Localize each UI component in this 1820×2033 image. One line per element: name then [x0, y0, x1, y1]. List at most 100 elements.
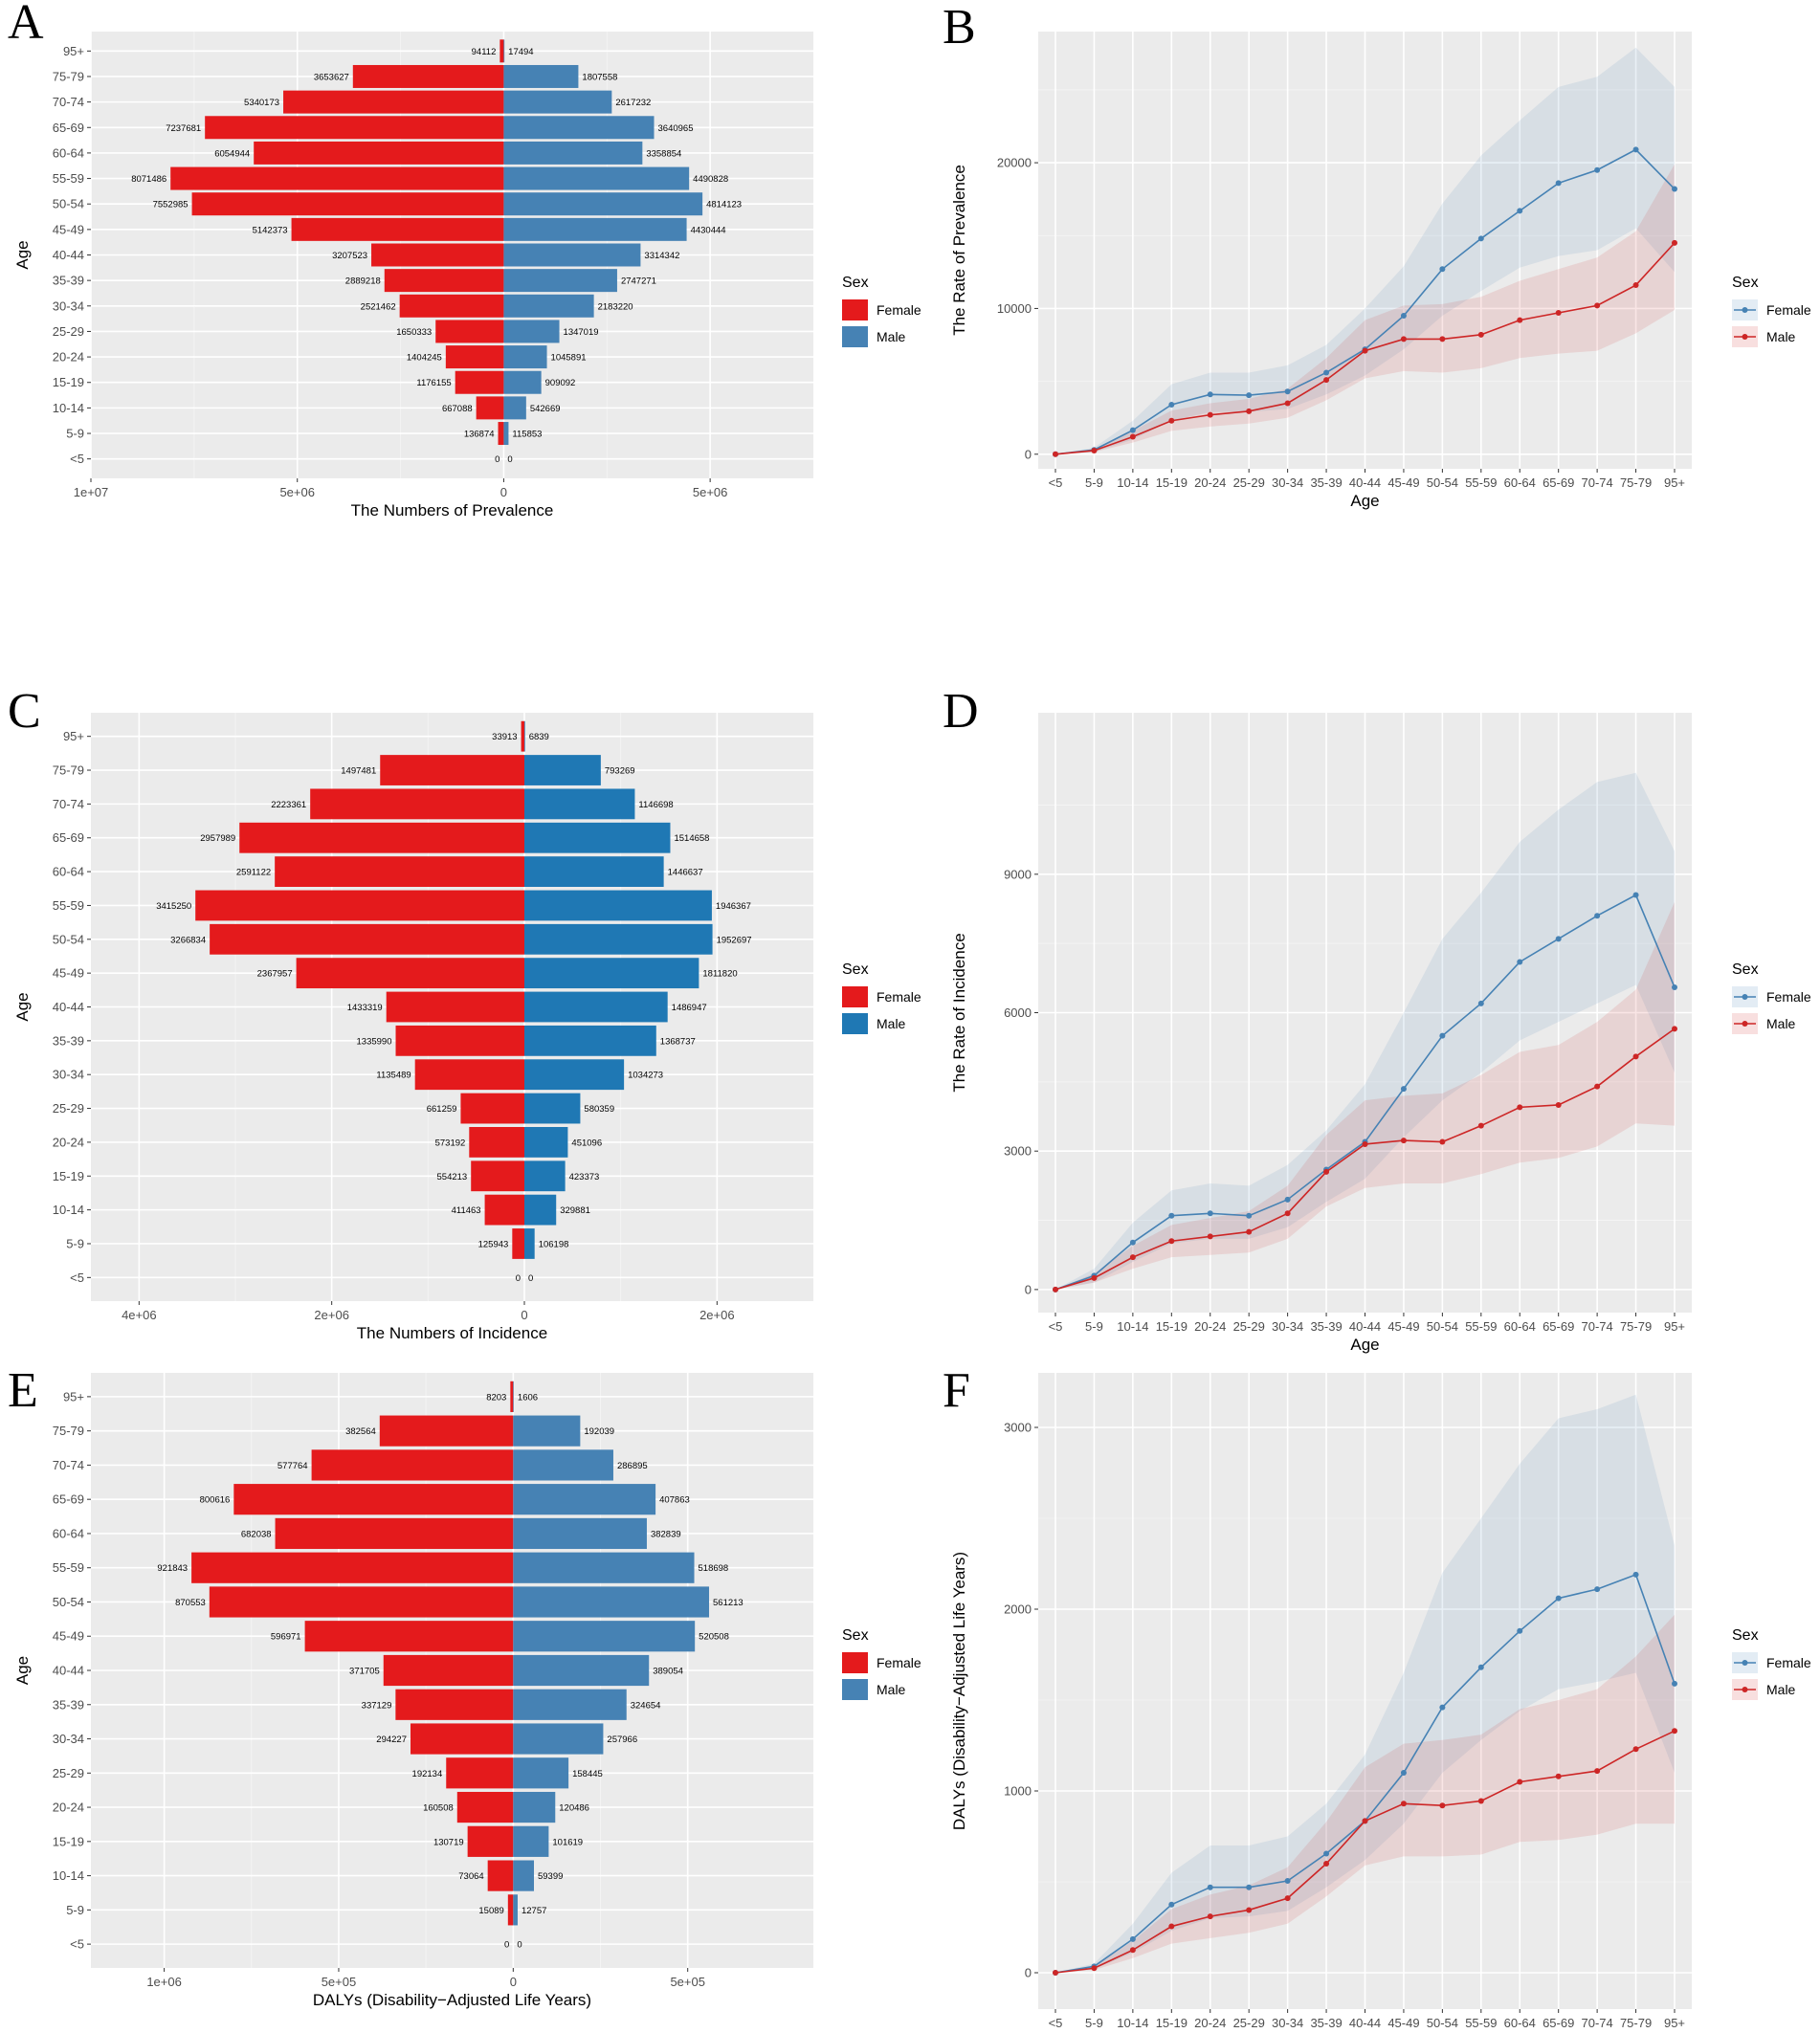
data-point-female [1477, 1664, 1484, 1670]
x-tick-label: 2e+06 [699, 1308, 735, 1322]
legend-label-male: Male [877, 329, 906, 344]
y-tick-label: 20-24 [53, 1135, 84, 1149]
bar-male [503, 269, 617, 293]
data-label-male: 1347019 [564, 327, 599, 338]
y-tick-label: 2000 [1004, 1602, 1032, 1617]
data-label-male: 3640965 [658, 123, 694, 134]
y-tick-label: 1000 [1004, 1784, 1032, 1799]
data-label-male: 2747271 [621, 276, 656, 287]
data-label-female: 136874 [464, 430, 495, 440]
data-label-female: 6054944 [214, 148, 250, 159]
y-tick-label: 70-74 [53, 797, 84, 811]
x-tick-label: 40-44 [1349, 1319, 1381, 1334]
y-tick-label: 40-44 [53, 1000, 84, 1014]
data-label-male: 4814123 [706, 200, 742, 210]
y-tick-label: 60-64 [53, 145, 84, 160]
data-point-female [1672, 186, 1677, 192]
x-tick-label: 20-24 [1194, 475, 1226, 490]
data-label-male: 909092 [545, 378, 576, 388]
x-tick-label: 35-39 [1310, 2016, 1342, 2030]
data-point-female [1439, 1704, 1446, 1711]
y-tick-label: 35-39 [53, 1697, 84, 1712]
data-label-female: 3415250 [156, 901, 191, 912]
x-tick-label: 50-54 [1427, 1319, 1458, 1334]
data-point-male [1246, 408, 1253, 414]
data-label-female: 8203 [486, 1392, 506, 1403]
bar-male [524, 720, 525, 752]
data-label-male: 4490828 [693, 174, 728, 185]
x-tick-label: 1e+07 [74, 485, 109, 499]
data-label-male: 1486947 [672, 1003, 707, 1013]
data-label-female: 130719 [433, 1837, 464, 1847]
data-point-female [1129, 1239, 1136, 1246]
data-point-male [1053, 1286, 1058, 1293]
x-tick-label: 65-69 [1543, 2016, 1574, 2030]
legend-title: Sex [1732, 1627, 1759, 1644]
data-point-male [1168, 1923, 1175, 1930]
data-point-male [1168, 417, 1175, 424]
bar-female [510, 1381, 514, 1412]
data-label-female: 337129 [362, 1700, 392, 1711]
bar-female [170, 166, 504, 190]
y-tick-label: 0 [1025, 447, 1032, 461]
data-point-male [1632, 1053, 1639, 1060]
x-tick-label: 2e+06 [314, 1308, 349, 1322]
data-point-female [1246, 1212, 1253, 1219]
bar-male [513, 1586, 710, 1618]
y-tick-label: <5 [70, 452, 84, 466]
data-label-male: 451096 [571, 1138, 602, 1148]
bar-male [524, 958, 699, 989]
bar-male [513, 1825, 549, 1857]
bar-female [352, 64, 504, 88]
data-point-female [1129, 427, 1136, 433]
data-label-female: 3266834 [170, 935, 206, 945]
bar-male [513, 1894, 518, 1926]
data-label-female: 661259 [427, 1104, 457, 1115]
data-point-male [1246, 1228, 1253, 1235]
x-tick-label: 10-14 [1117, 2016, 1148, 2030]
bar-female [446, 1757, 514, 1789]
data-label-male: 329881 [560, 1205, 590, 1216]
bar-male [524, 856, 664, 887]
bar-female [275, 1517, 514, 1550]
data-label-female: 1433319 [347, 1003, 383, 1013]
bar-female [371, 243, 504, 267]
bar-female [296, 958, 524, 989]
legend-title: Sex [842, 1627, 869, 1644]
y-tick-label: 55-59 [53, 898, 84, 913]
data-label-male: 1045891 [551, 353, 587, 364]
legend-label-male: Male [1766, 1682, 1796, 1697]
x-tick-label: 75-79 [1620, 1319, 1652, 1334]
data-label-male: 17494 [508, 47, 533, 57]
data-label-female: 2367957 [257, 969, 293, 980]
data-label-female: 160508 [423, 1803, 454, 1814]
y-tick-label: 95+ [63, 1389, 84, 1403]
data-label-female: 1404245 [407, 353, 442, 364]
data-point-male [1672, 1026, 1677, 1032]
bar-female [469, 1127, 524, 1158]
bar-male [503, 64, 579, 88]
legend-key-female [842, 1652, 868, 1673]
data-point-female [1439, 266, 1446, 273]
x-tick-label: 70-74 [1582, 2016, 1613, 2030]
data-label-female: 800616 [200, 1495, 231, 1506]
x-tick-label: 75-79 [1620, 475, 1652, 490]
data-label-female: 15089 [478, 1906, 503, 1916]
legend-label-female: Female [877, 989, 921, 1005]
data-label-female: 682038 [241, 1529, 272, 1539]
y-tick-label: 75-79 [53, 763, 84, 778]
x-tick-label: 35-39 [1310, 475, 1342, 490]
data-point-male [1555, 310, 1562, 317]
bar-male [524, 1228, 535, 1259]
x-tick-label: 5e+05 [670, 1975, 705, 1989]
data-label-female: 7552985 [153, 200, 189, 210]
data-label-male: 1146698 [638, 800, 673, 810]
bar-male [503, 192, 703, 216]
data-point-male [1632, 1746, 1639, 1753]
bar-female [499, 39, 504, 63]
x-tick-label: 55-59 [1465, 475, 1497, 490]
data-point-female [1400, 1086, 1407, 1093]
y-axis-title: Age [13, 240, 32, 269]
data-label-male: 0 [507, 454, 512, 465]
